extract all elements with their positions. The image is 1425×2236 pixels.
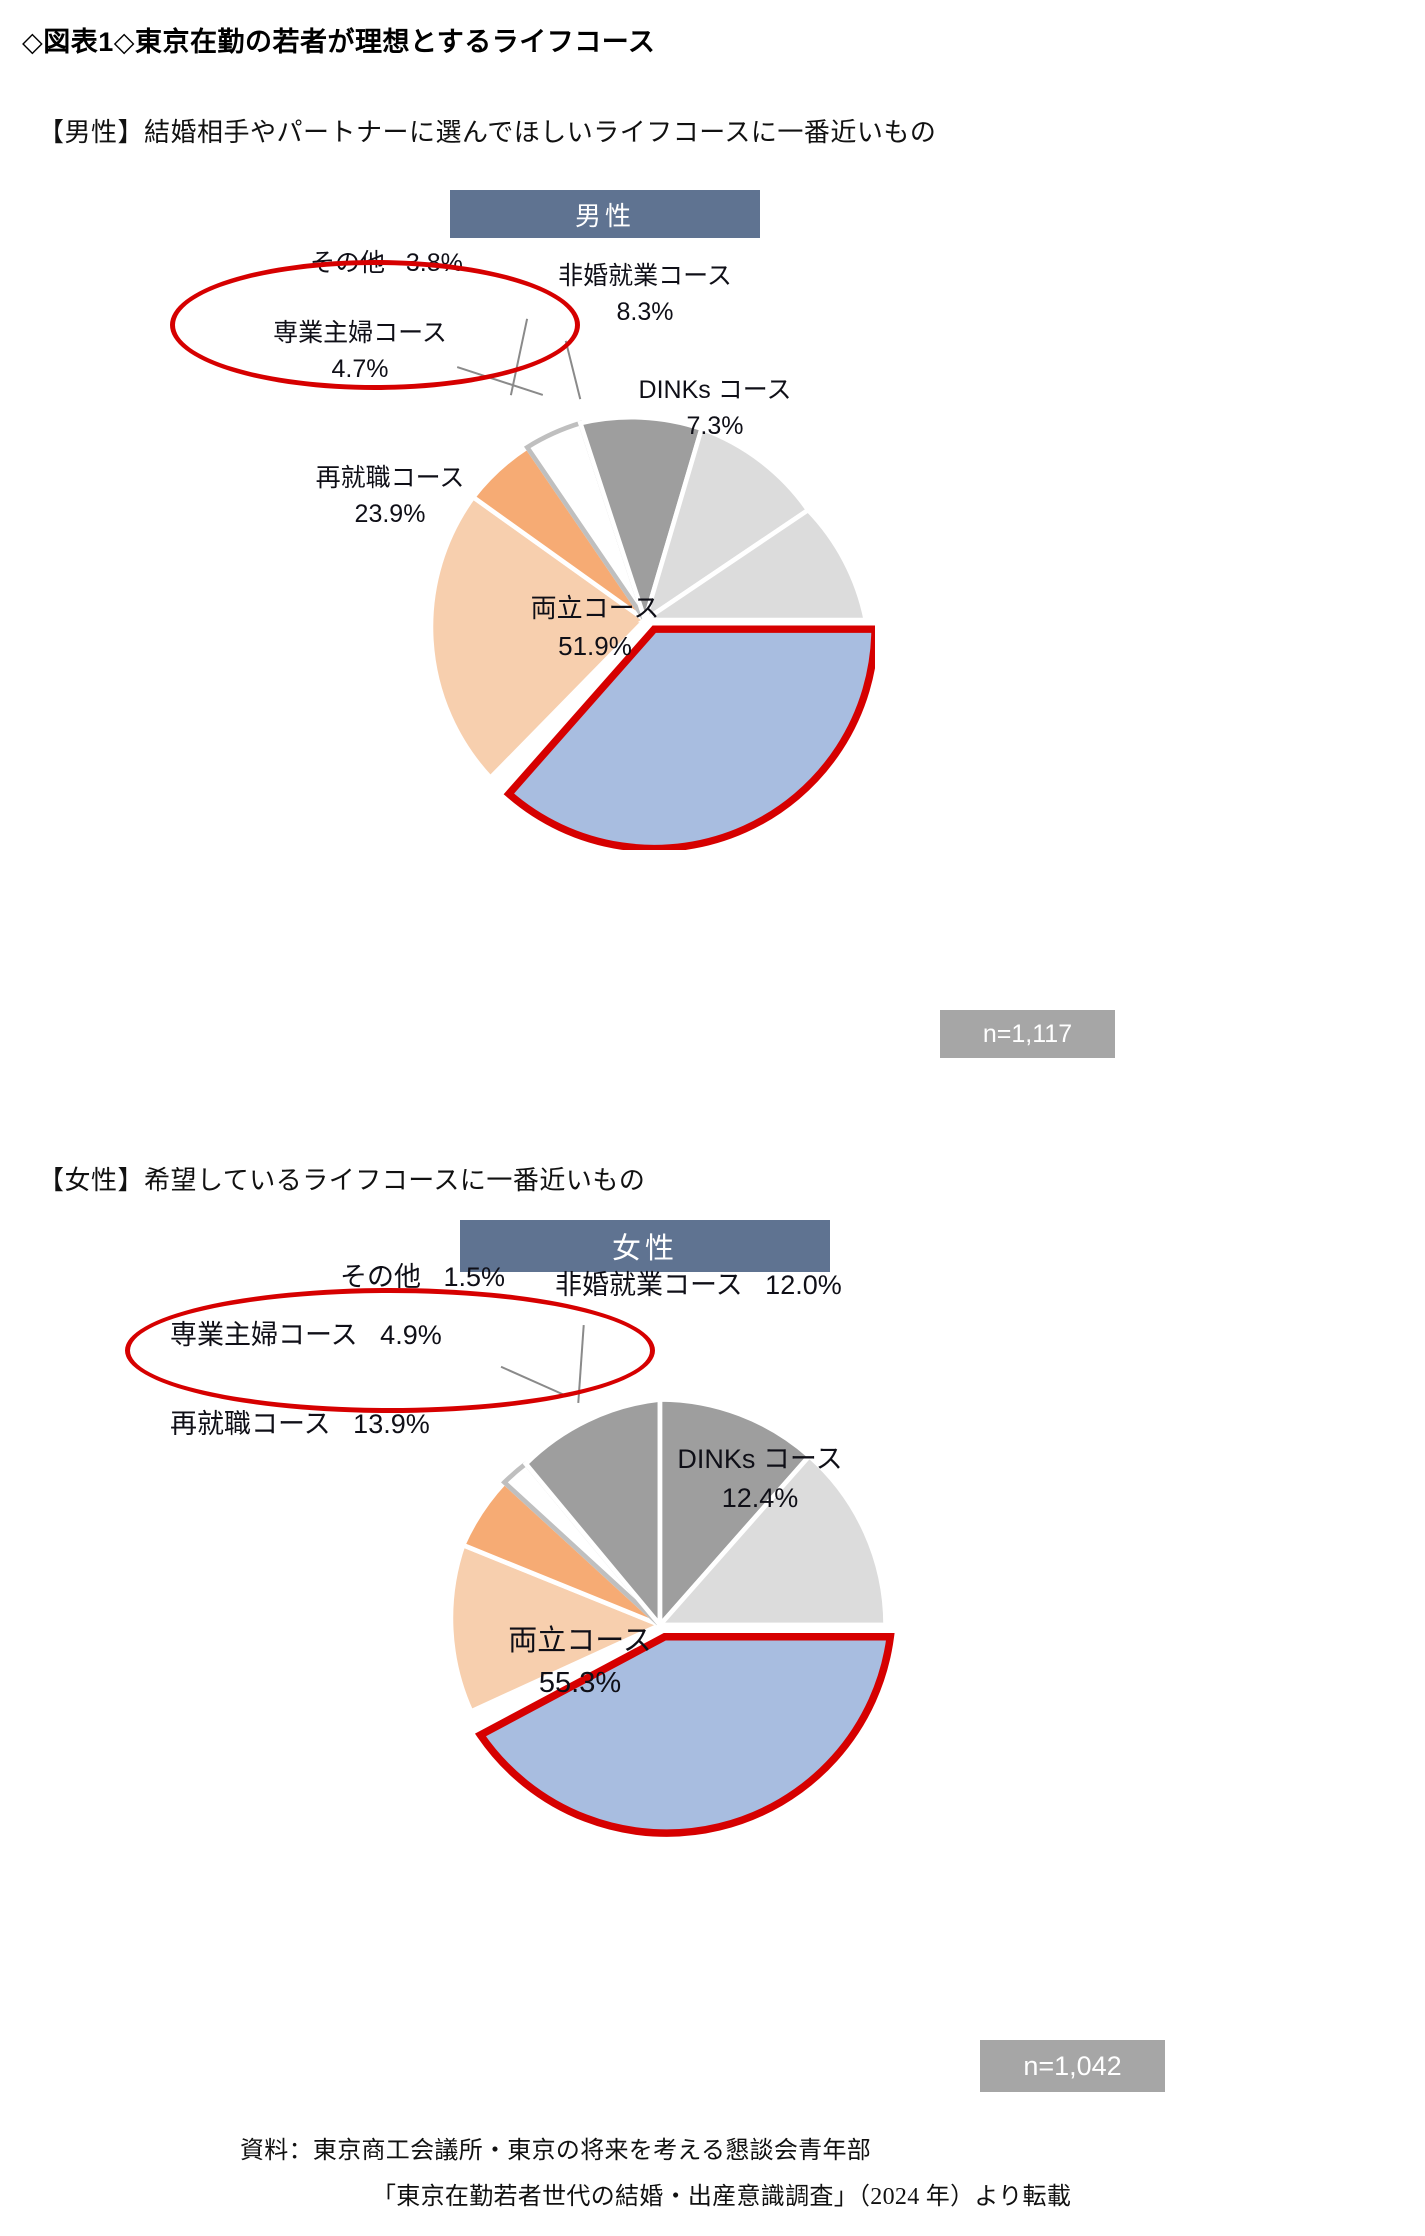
sample-size-badge-female: n=1,042: [980, 2040, 1165, 2092]
slice-saisyuushoku: [428, 493, 649, 782]
label-saisyuushoku-male: 再就職コース 23.9%: [315, 464, 465, 529]
label-dinks-female: DINKs コース 12.4%: [677, 1444, 843, 1514]
slice-dinks-tail: [637, 507, 869, 623]
label-hikonshuugyou-male: 非婚就業コース 8.3%: [558, 262, 732, 327]
slice-ryouritsu: [474, 1632, 895, 1837]
female-chart-title-bar: 女性: [460, 1220, 830, 1272]
label-ryouritsu-female: 両立コース 55.3%: [508, 1625, 652, 1700]
female-pie-graphic: [448, 1396, 895, 1837]
page-title: ◇図表1◇東京在勤の若者が理想とするライフコース: [22, 27, 656, 57]
male-pie-graphic: [428, 414, 875, 850]
female-pie-chart: 女性 その他 1.5% 専業主婦コース 4.9% 非婚就業コース 12.0% 再…: [125, 1220, 1220, 2092]
slice-dinks: [654, 1452, 888, 1628]
label-dinks-male: DINKs コース 7.3%: [638, 376, 792, 441]
slice-dinks: [640, 425, 812, 626]
label-hikonshuugyou-female: 非婚就業コース 12.0%: [555, 1270, 842, 1300]
label-sengyoushufu-female: 専業主婦コース 4.9%: [170, 1320, 442, 1350]
label-other-male: その他 3.8%: [310, 249, 463, 277]
male-section-heading: 【男性】結婚相手やパートナーに選んでほしいライフコースに一番近いもの: [38, 118, 937, 147]
slice-ryouritsu: [503, 625, 875, 850]
label-saisyuushoku-female: 再就職コース 13.9%: [170, 1409, 430, 1439]
slice-hikonshuugyou: [577, 414, 705, 628]
slice-saisyuushoku: [448, 1541, 666, 1715]
label-ryouritsu-male: 両立コース 51.9%: [530, 593, 660, 661]
label-other-female: その他 1.5%: [340, 1262, 506, 1292]
sample-size-badge-male: n=1,117: [940, 1010, 1115, 1058]
source-line-1: 資料：東京商工会議所・東京の将来を考える懇談会青年部: [240, 2138, 872, 2164]
source-line-2: 「東京在勤若者世代の結婚・出産意識調査」（2024 年）より転載: [372, 2184, 1072, 2210]
male-pie-chart: 男性 その他 3.8% 非婚就業コース 8.3% DINKs コース 7.3%: [170, 190, 1180, 1060]
male-chart-title-bar: 男性: [450, 190, 760, 238]
label-sengyoushufu-male: 専業主婦コース 4.7%: [273, 319, 447, 384]
slice-hikon-tail: [657, 1397, 813, 1632]
female-section-heading: 【女性】希望しているライフコースに一番近いもの: [38, 1166, 646, 1195]
